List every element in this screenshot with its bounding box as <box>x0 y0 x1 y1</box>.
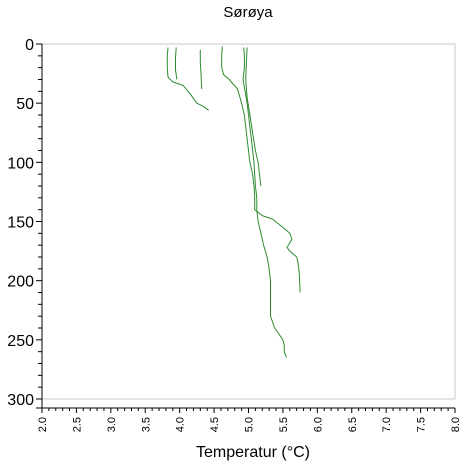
series-line <box>221 46 301 293</box>
series-line <box>175 47 178 80</box>
x-tick-label: 4.0 <box>175 417 187 432</box>
y-tick-label: 200 <box>7 274 34 291</box>
x-tick-label: 3.0 <box>106 417 118 432</box>
x-axis-ticks: 2.0 2.5 3.0 3.5 4.0 4.5 5.0 5.5 6.0 6.5 7.0 7.5 8.0 <box>37 408 462 432</box>
y-tick-label: 0 <box>25 37 34 54</box>
series-line <box>245 47 262 187</box>
y-tick-label: 250 <box>7 333 34 350</box>
x-tick-label: 4.5 <box>209 417 221 432</box>
x-tick-label: 2.0 <box>37 417 49 432</box>
y-tick-label: 300 <box>7 392 34 409</box>
x-tick-label: 7.0 <box>381 417 393 432</box>
x-tick-label: 3.5 <box>140 417 152 432</box>
x-tick-label: 7.5 <box>416 417 428 432</box>
series-line <box>166 47 209 111</box>
y-tick-label: 100 <box>7 155 34 172</box>
series-layer <box>166 46 301 358</box>
x-tick-label: 2.5 <box>71 417 83 432</box>
x-tick-label: 5.0 <box>244 417 256 432</box>
series-line <box>242 47 287 358</box>
x-tick-label: 8.0 <box>450 417 462 432</box>
x-tick-label: 5.5 <box>278 417 290 432</box>
y-tick-label: 150 <box>7 215 34 232</box>
y-axis-ticks: 0 50 100 150 200 250 300 <box>7 37 42 409</box>
x-tick-label: 6.0 <box>312 417 324 432</box>
x-axis-label: Temperatur (°C) <box>196 444 310 461</box>
chart-title: Sørøya <box>223 4 273 21</box>
x-tick-label: 6.5 <box>347 417 359 432</box>
plot-frame <box>41 43 456 400</box>
y-tick-label: 50 <box>16 96 34 113</box>
series-line <box>199 49 203 90</box>
